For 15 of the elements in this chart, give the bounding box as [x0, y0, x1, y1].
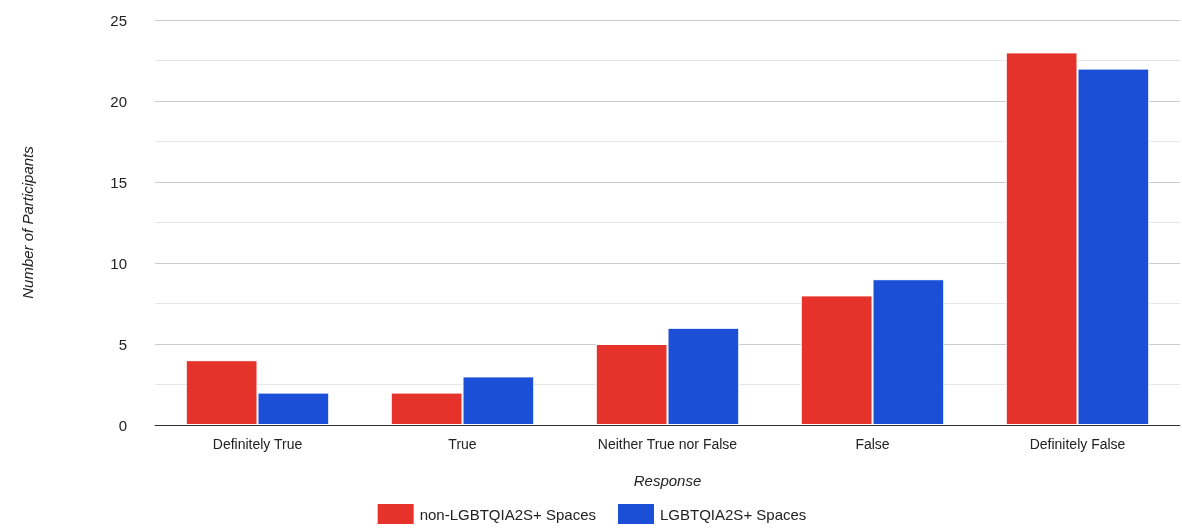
legend-label: non-LGBTQIA2S+ Spaces [419, 505, 597, 523]
x-tick-label: Neither True nor False [597, 436, 738, 452]
y-tick-label: 15 [110, 173, 127, 191]
x-tick-label: False [855, 436, 890, 452]
legend-label: LGBTQIA2S+ Spaces [660, 505, 807, 523]
x-tick-label: Definitely True [212, 436, 303, 452]
y-tick-label: 25 [110, 11, 127, 29]
x-tick-label: True [448, 436, 477, 452]
y-axis-title: Number of Participants [19, 145, 36, 299]
y-tick-label: 5 [118, 335, 127, 353]
x-axis-title: Response [633, 472, 702, 489]
y-tick-label: 10 [110, 254, 127, 272]
y-tick-label: 20 [110, 92, 127, 110]
x-tick-label: Definitely False [1029, 436, 1126, 452]
y-tick-label: 0 [118, 416, 127, 434]
